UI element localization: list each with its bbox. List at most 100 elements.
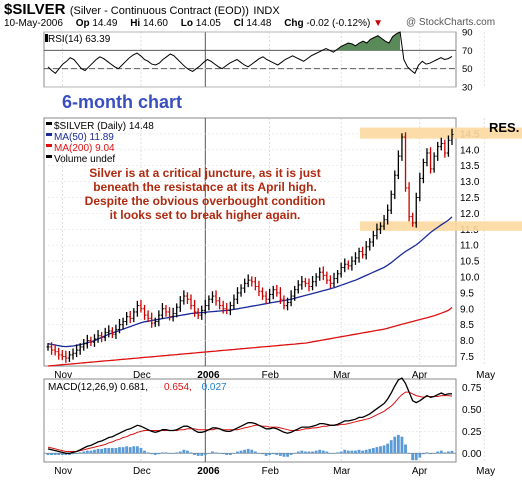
macd-histogram-bar	[53, 453, 57, 456]
macd-histogram-bar	[143, 450, 146, 454]
macd-histogram-bar	[336, 452, 339, 454]
macd-histogram-bar	[200, 453, 204, 456]
macd-histogram-bar	[236, 451, 239, 454]
price-x-label: Mar	[333, 370, 351, 381]
macd-histogram-bar	[329, 453, 332, 454]
macd-histogram-bar	[85, 450, 89, 454]
macd-x-label: Feb	[262, 466, 280, 477]
macd-histogram-bar	[357, 449, 361, 454]
price-tick-label: 12.0	[460, 209, 480, 220]
macd-histogram-bar	[379, 446, 382, 454]
macd-histogram-bar	[346, 450, 350, 454]
macd-histogram-bar	[261, 453, 264, 455]
macd-histogram-bar	[368, 448, 372, 454]
macd-histogram-bar	[203, 453, 207, 456]
price-legend-swatch	[46, 122, 52, 125]
price-legend-entry: MA(50) 11.89	[54, 132, 114, 143]
macd-histogram-bar	[268, 453, 272, 456]
macd-histogram-bar	[196, 453, 200, 456]
price-legend-entry: $SILVER (Daily) 14.48	[54, 121, 154, 132]
macd-histogram-bar	[439, 450, 443, 454]
chart-header: $SILVER (Silver - Continuous Contract (E…	[4, 1, 280, 19]
macd-histogram-bar	[304, 451, 307, 454]
macd-histogram-bar	[118, 447, 121, 454]
macd-histogram-bar	[57, 453, 61, 456]
rsi-overbought-fill	[337, 32, 401, 51]
price-tick-label: 10.0	[460, 272, 480, 283]
macd-histogram-bar	[250, 449, 254, 454]
macd-histogram-bar	[71, 453, 75, 455]
macd-histogram-bar	[371, 448, 375, 454]
macd-histogram-bar	[443, 452, 447, 454]
high-value: 14.60	[142, 18, 168, 29]
macd-legend-entry: 0.027	[202, 382, 227, 393]
price-tick-label: 11.0	[460, 241, 479, 252]
macd-histogram-bar	[246, 448, 250, 454]
macd-histogram-bar	[132, 446, 136, 454]
macd-histogram-bar	[146, 452, 150, 454]
price-x-label: Nov	[54, 370, 72, 381]
six-month-label: 6-month chart	[62, 92, 183, 112]
macd-histogram-bar	[225, 453, 229, 456]
macd-histogram-bar	[121, 447, 125, 454]
macd-histogram-bar	[404, 444, 407, 454]
stockcharts-credit: @ StockCharts.com	[406, 17, 496, 28]
macd-histogram-bar	[186, 450, 189, 454]
price-x-label: 2006	[197, 370, 220, 381]
macd-histogram-bar	[182, 449, 186, 454]
macd-histogram-bar	[271, 453, 275, 455]
macd-histogram-bar	[189, 452, 193, 454]
macd-tick-label: 0.50	[462, 405, 482, 416]
price-legend-swatch	[46, 155, 52, 158]
macd-histogram-bar	[311, 451, 314, 454]
macd-histogram-bar	[207, 453, 211, 454]
macd-histogram-bar	[343, 449, 347, 454]
rsi-tick-label: 50	[462, 64, 473, 75]
rsi-legend: RSI(14) 63.39	[48, 34, 111, 45]
comment-line: beneath the resistance at its April high…	[93, 180, 317, 194]
quote-date: 10-May-2006	[4, 18, 63, 29]
price-x-label: Apr	[412, 370, 428, 381]
macd-histogram-bar	[175, 452, 179, 454]
down-arrow-icon: ▼	[373, 18, 384, 29]
macd-histogram-bar	[164, 452, 168, 454]
macd-histogram-bar	[103, 448, 107, 454]
macd-histogram-bar	[414, 453, 418, 461]
macd-histogram-bar	[296, 451, 300, 454]
change-label: Chg	[284, 18, 304, 29]
comment-line: Silver is at a critical juncture, as it …	[89, 166, 321, 180]
rsi-tick-label: 90	[462, 28, 473, 39]
open-label: Op	[75, 18, 90, 29]
macd-histogram-bar	[389, 440, 393, 454]
macd-histogram-bar	[278, 453, 282, 456]
macd-histogram-bar	[107, 448, 111, 454]
price-tick-label: 9.5	[460, 288, 474, 299]
macd-histogram-bar	[60, 453, 64, 456]
macd-signal-line	[47, 391, 453, 452]
macd-histogram-bar	[128, 447, 132, 454]
macd-histogram-bar	[432, 453, 436, 454]
rsi-line	[47, 31, 453, 75]
macd-tick-label: 0.25	[462, 427, 482, 438]
macd-histogram-bar	[193, 453, 196, 456]
comment-line: it looks set to break higher again.	[109, 208, 301, 222]
resistance-band	[360, 127, 522, 139]
macd-histogram-bar	[228, 453, 232, 456]
price-tick-label: 13.0	[460, 177, 480, 188]
macd-histogram-bar	[425, 452, 429, 454]
macd-histogram-bar	[325, 451, 329, 454]
macd-histogram-bar	[382, 445, 386, 454]
macd-histogram-bar	[375, 447, 379, 454]
macd-histogram-bar	[125, 446, 129, 454]
macd-histogram-bar	[178, 451, 182, 454]
macd-histogram-bar	[168, 453, 171, 454]
macd-x-label: Mar	[333, 466, 351, 477]
macd-histogram-bar	[418, 453, 422, 458]
close-label: Cl	[233, 18, 244, 29]
macd-histogram-bar	[282, 453, 286, 457]
macd-histogram-bar	[400, 436, 404, 454]
price-tick-label: 14.0	[460, 145, 480, 156]
resistance-label: RES.	[489, 120, 520, 135]
high-label: Hi	[130, 18, 141, 29]
